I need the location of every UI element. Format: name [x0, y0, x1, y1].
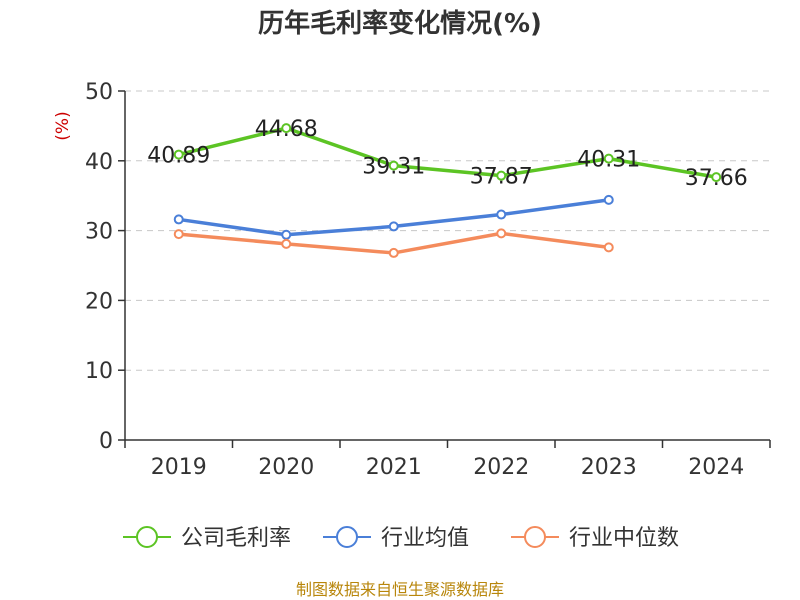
data-point-s2-2020 — [281, 238, 292, 249]
legend-marker-1 — [336, 526, 358, 548]
y-tick-label-40: 40 — [85, 150, 113, 175]
data-label-2023: 40.31 — [577, 148, 640, 173]
chart-title: 历年毛利率变化情况(%) — [258, 8, 542, 39]
data-label-2022: 37.87 — [470, 165, 533, 190]
data-point-s0-2019 — [173, 149, 184, 160]
legend-marker-0 — [136, 526, 158, 548]
x-tick-label-2021: 2021 — [366, 455, 422, 480]
source-note: 制图数据来自恒生聚源数据库 — [296, 580, 504, 599]
data-label-2024: 37.66 — [685, 166, 748, 191]
gridlines — [125, 90, 770, 371]
data-point-s1-2019 — [173, 214, 184, 225]
data-point-s0-2022 — [496, 170, 507, 181]
series-lines — [173, 123, 722, 258]
legend-marker-2 — [524, 526, 546, 548]
data-label-2021: 39.31 — [362, 155, 425, 180]
legend[interactable]: 公司毛利率 行业均值 行业中位数 — [123, 526, 679, 551]
data-label-2020: 44.68 — [255, 117, 318, 142]
y-tick-label-10: 10 — [85, 359, 113, 384]
axes: 0 10 20 30 40 50 2019 2020 2021 2022 2023 2024 — [85, 80, 771, 480]
x-tick-label-2020: 2020 — [258, 455, 314, 480]
data-label-2019: 40.89 — [147, 144, 210, 169]
y-axis-unit: (%) — [53, 111, 73, 140]
data-point-s2-2022 — [496, 228, 507, 239]
data-point-s1-2020 — [281, 229, 292, 240]
data-point-s0-2021 — [388, 160, 399, 171]
data-point-s1-2021 — [388, 221, 399, 232]
data-point-s2-2021 — [388, 247, 399, 258]
y-tick-label-50: 50 — [85, 80, 113, 105]
data-point-s1-2023 — [603, 194, 614, 205]
data-point-s1-2022 — [496, 209, 507, 220]
x-tick-label-2019: 2019 — [151, 455, 207, 480]
data-point-s0-2020 — [281, 123, 292, 134]
data-point-s2-2019 — [173, 229, 184, 240]
data-labels: 40.89 44.68 39.31 37.87 40.31 37.66 — [147, 117, 747, 191]
x-tick-label-2023: 2023 — [581, 455, 637, 480]
data-point-s0-2024 — [711, 172, 722, 183]
legend-label-1: 行业均值 — [381, 526, 469, 551]
y-tick-label-30: 30 — [85, 220, 113, 245]
series-line-0 — [177, 126, 718, 179]
x-tick-label-2022: 2022 — [473, 455, 529, 480]
x-tick-label-2024: 2024 — [688, 455, 744, 480]
data-point-s0-2023 — [603, 153, 614, 164]
data-point-s2-2023 — [603, 242, 614, 253]
legend-label-2: 行业中位数 — [569, 526, 679, 551]
legend-label-0: 公司毛利率 — [181, 526, 291, 551]
y-tick-label-0: 0 — [99, 429, 113, 454]
y-tick-label-20: 20 — [85, 289, 113, 314]
